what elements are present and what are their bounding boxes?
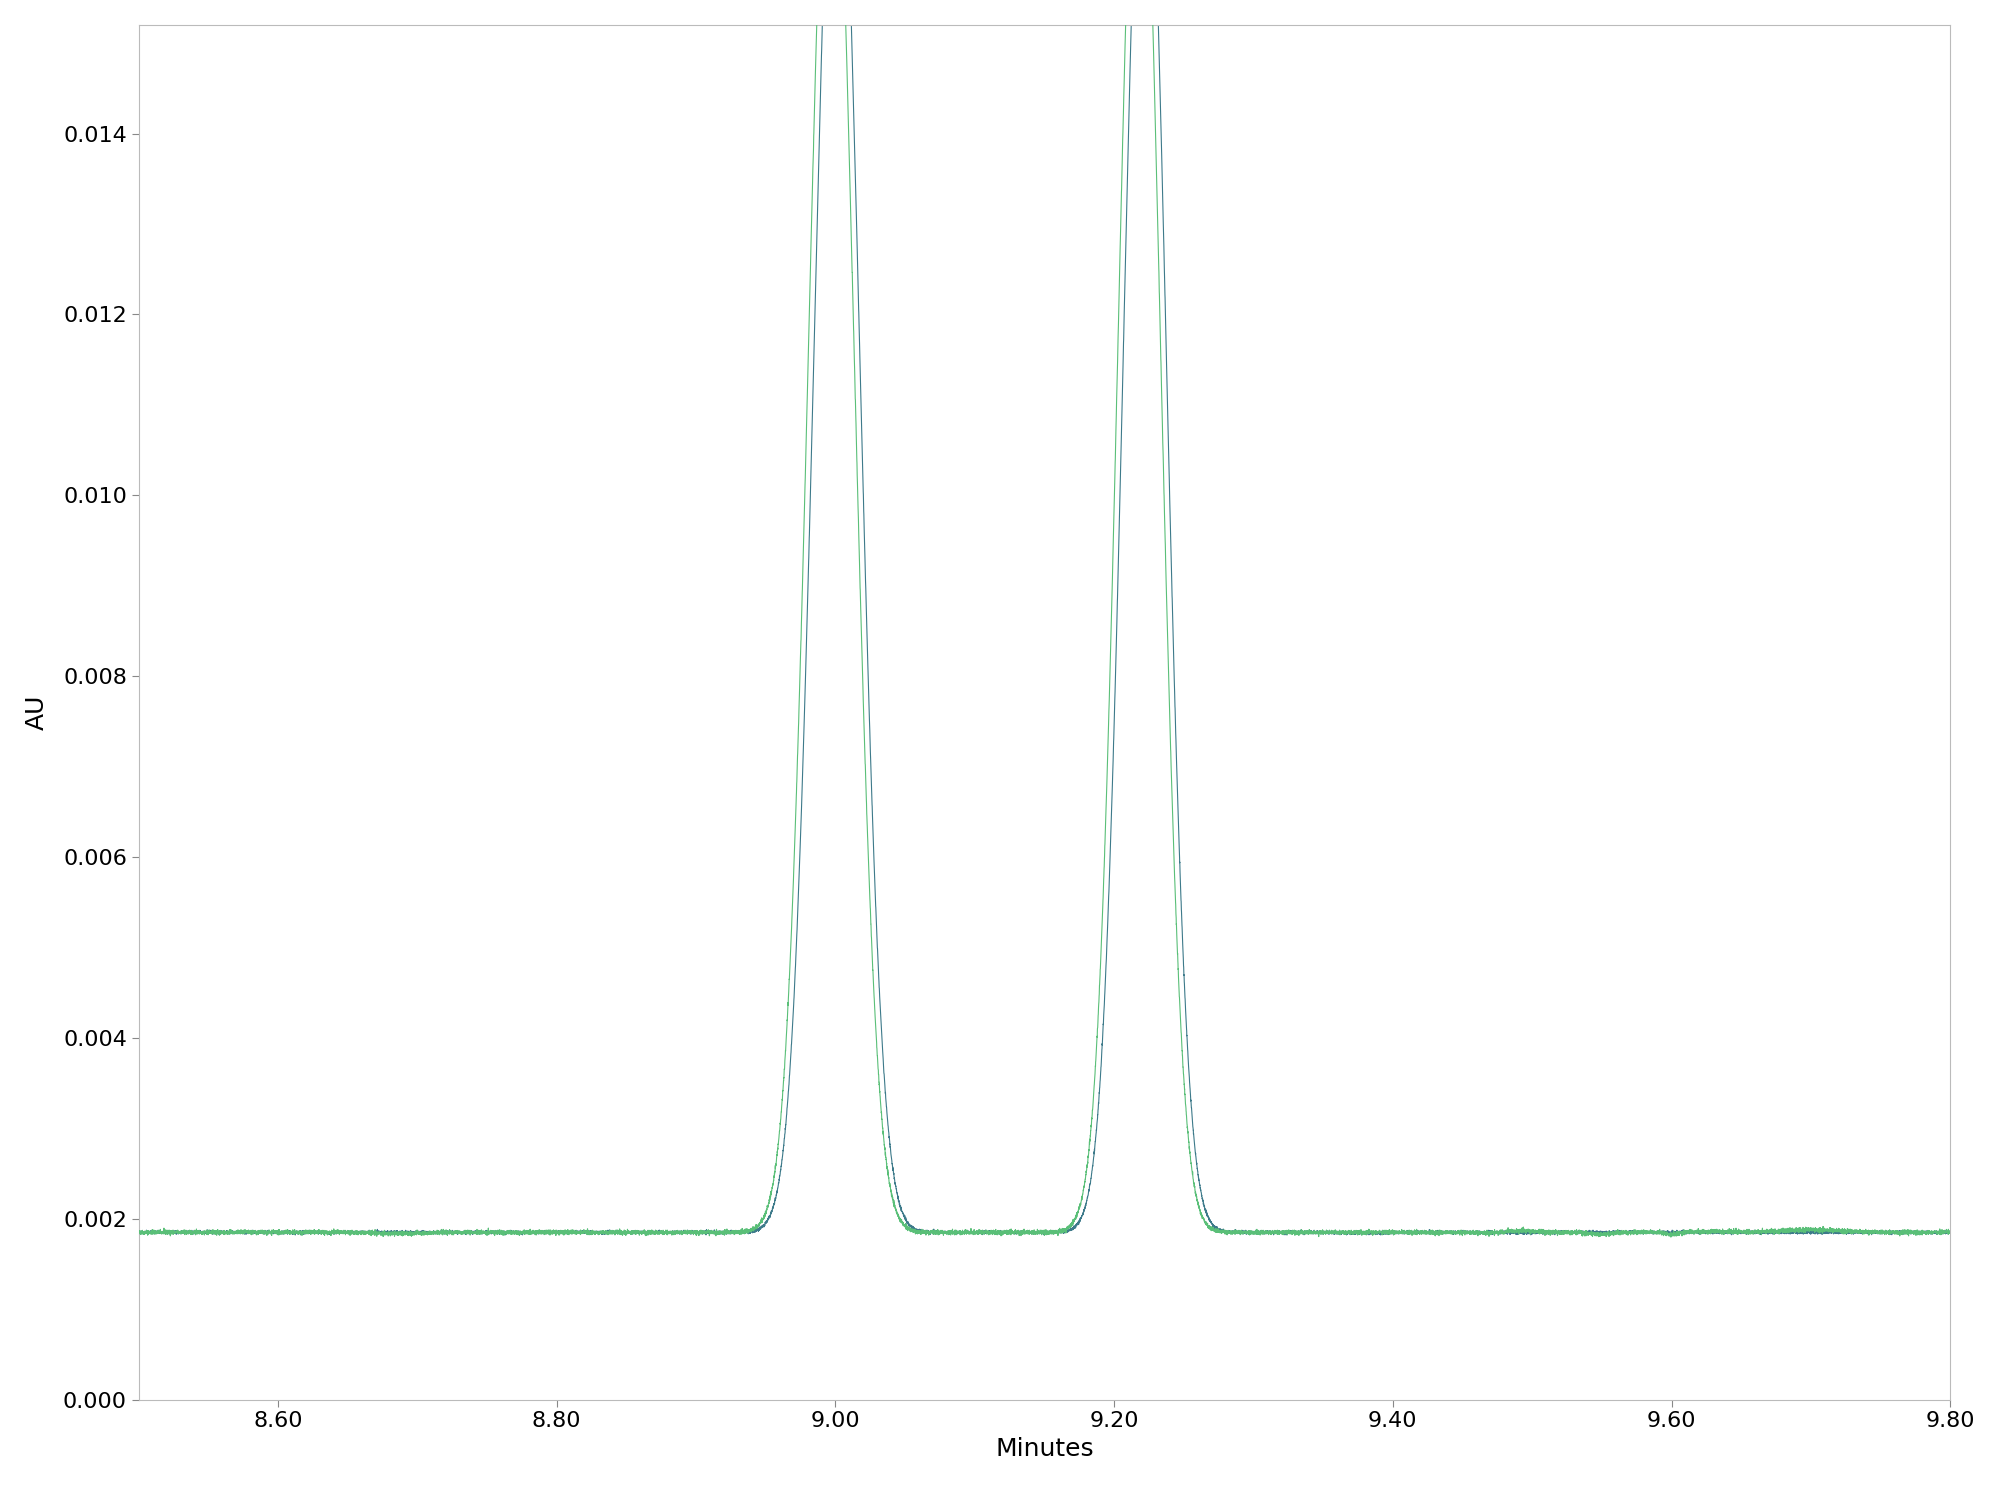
X-axis label: Minutes: Minutes (996, 1437, 1094, 1461)
Y-axis label: AU: AU (24, 694, 48, 730)
